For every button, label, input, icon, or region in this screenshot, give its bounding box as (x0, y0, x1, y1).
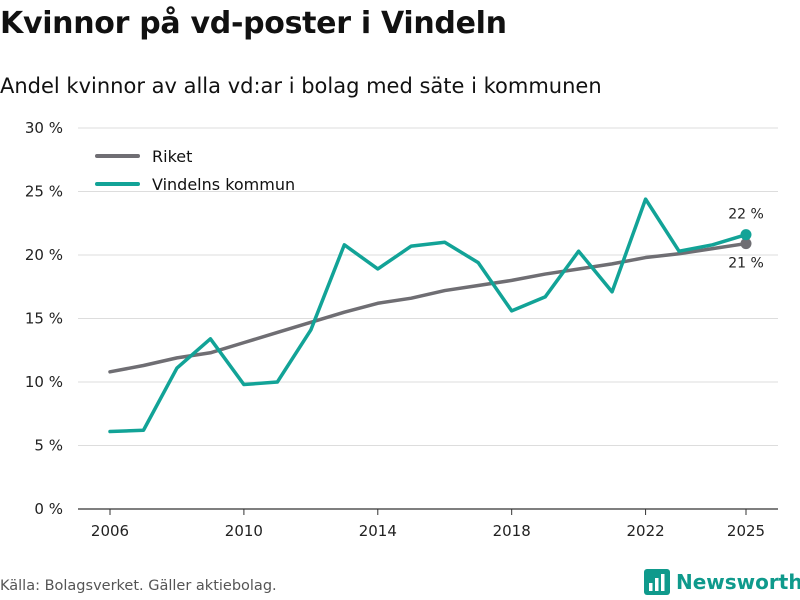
end-label-riket: 21 % (728, 256, 764, 272)
x-tick-label: 2010 (225, 522, 263, 540)
x-tick-label: 2006 (91, 522, 129, 540)
y-tick-label: 20 % (25, 246, 63, 264)
x-tick-label: 2022 (626, 522, 664, 540)
y-tick-label: 5 % (34, 437, 63, 455)
y-tick-label: 30 % (25, 119, 63, 137)
brand-logo: Newsworthy (644, 569, 800, 595)
legend-label-vindeln: Vindelns kommun (152, 175, 295, 194)
newsworthy-logo-icon (644, 569, 670, 595)
brand-name: Newsworthy (676, 570, 800, 594)
x-tick-label: 2014 (359, 522, 397, 540)
x-tick-label: 2018 (493, 522, 531, 540)
legend: Riket Vindelns kommun (95, 147, 295, 194)
source-note: Källa: Bolagsverket. Gäller aktiebolag. (0, 578, 277, 594)
chart-subtitle: Andel kvinnor av alla vd:ar i bolag med … (0, 74, 602, 98)
y-axis-ticks: 0 % 5 % 10 % 15 % 20 % 25 % 30 % (25, 119, 63, 518)
end-label-vindeln: 22 % (728, 207, 764, 223)
series-lines: 21 % 22 % (108, 197, 764, 434)
y-tick-label: 15 % (25, 310, 63, 328)
y-tick-label: 0 % (34, 500, 63, 518)
chart-title: Kvinnor på vd-poster i Vindeln (0, 6, 507, 41)
x-tick-label: 2025 (727, 522, 765, 540)
grid-lines (78, 127, 778, 510)
y-tick-label: 10 % (25, 373, 63, 391)
end-point-vindeln (740, 229, 752, 241)
end-point-riket (740, 238, 752, 250)
x-axis-ticks: 2006 2010 2014 2018 2022 2025 (91, 509, 765, 540)
series-line-riket (108, 241, 748, 374)
series-line-vindeln (108, 197, 748, 434)
y-tick-label: 25 % (25, 183, 63, 201)
legend-label-riket: Riket (152, 147, 192, 166)
